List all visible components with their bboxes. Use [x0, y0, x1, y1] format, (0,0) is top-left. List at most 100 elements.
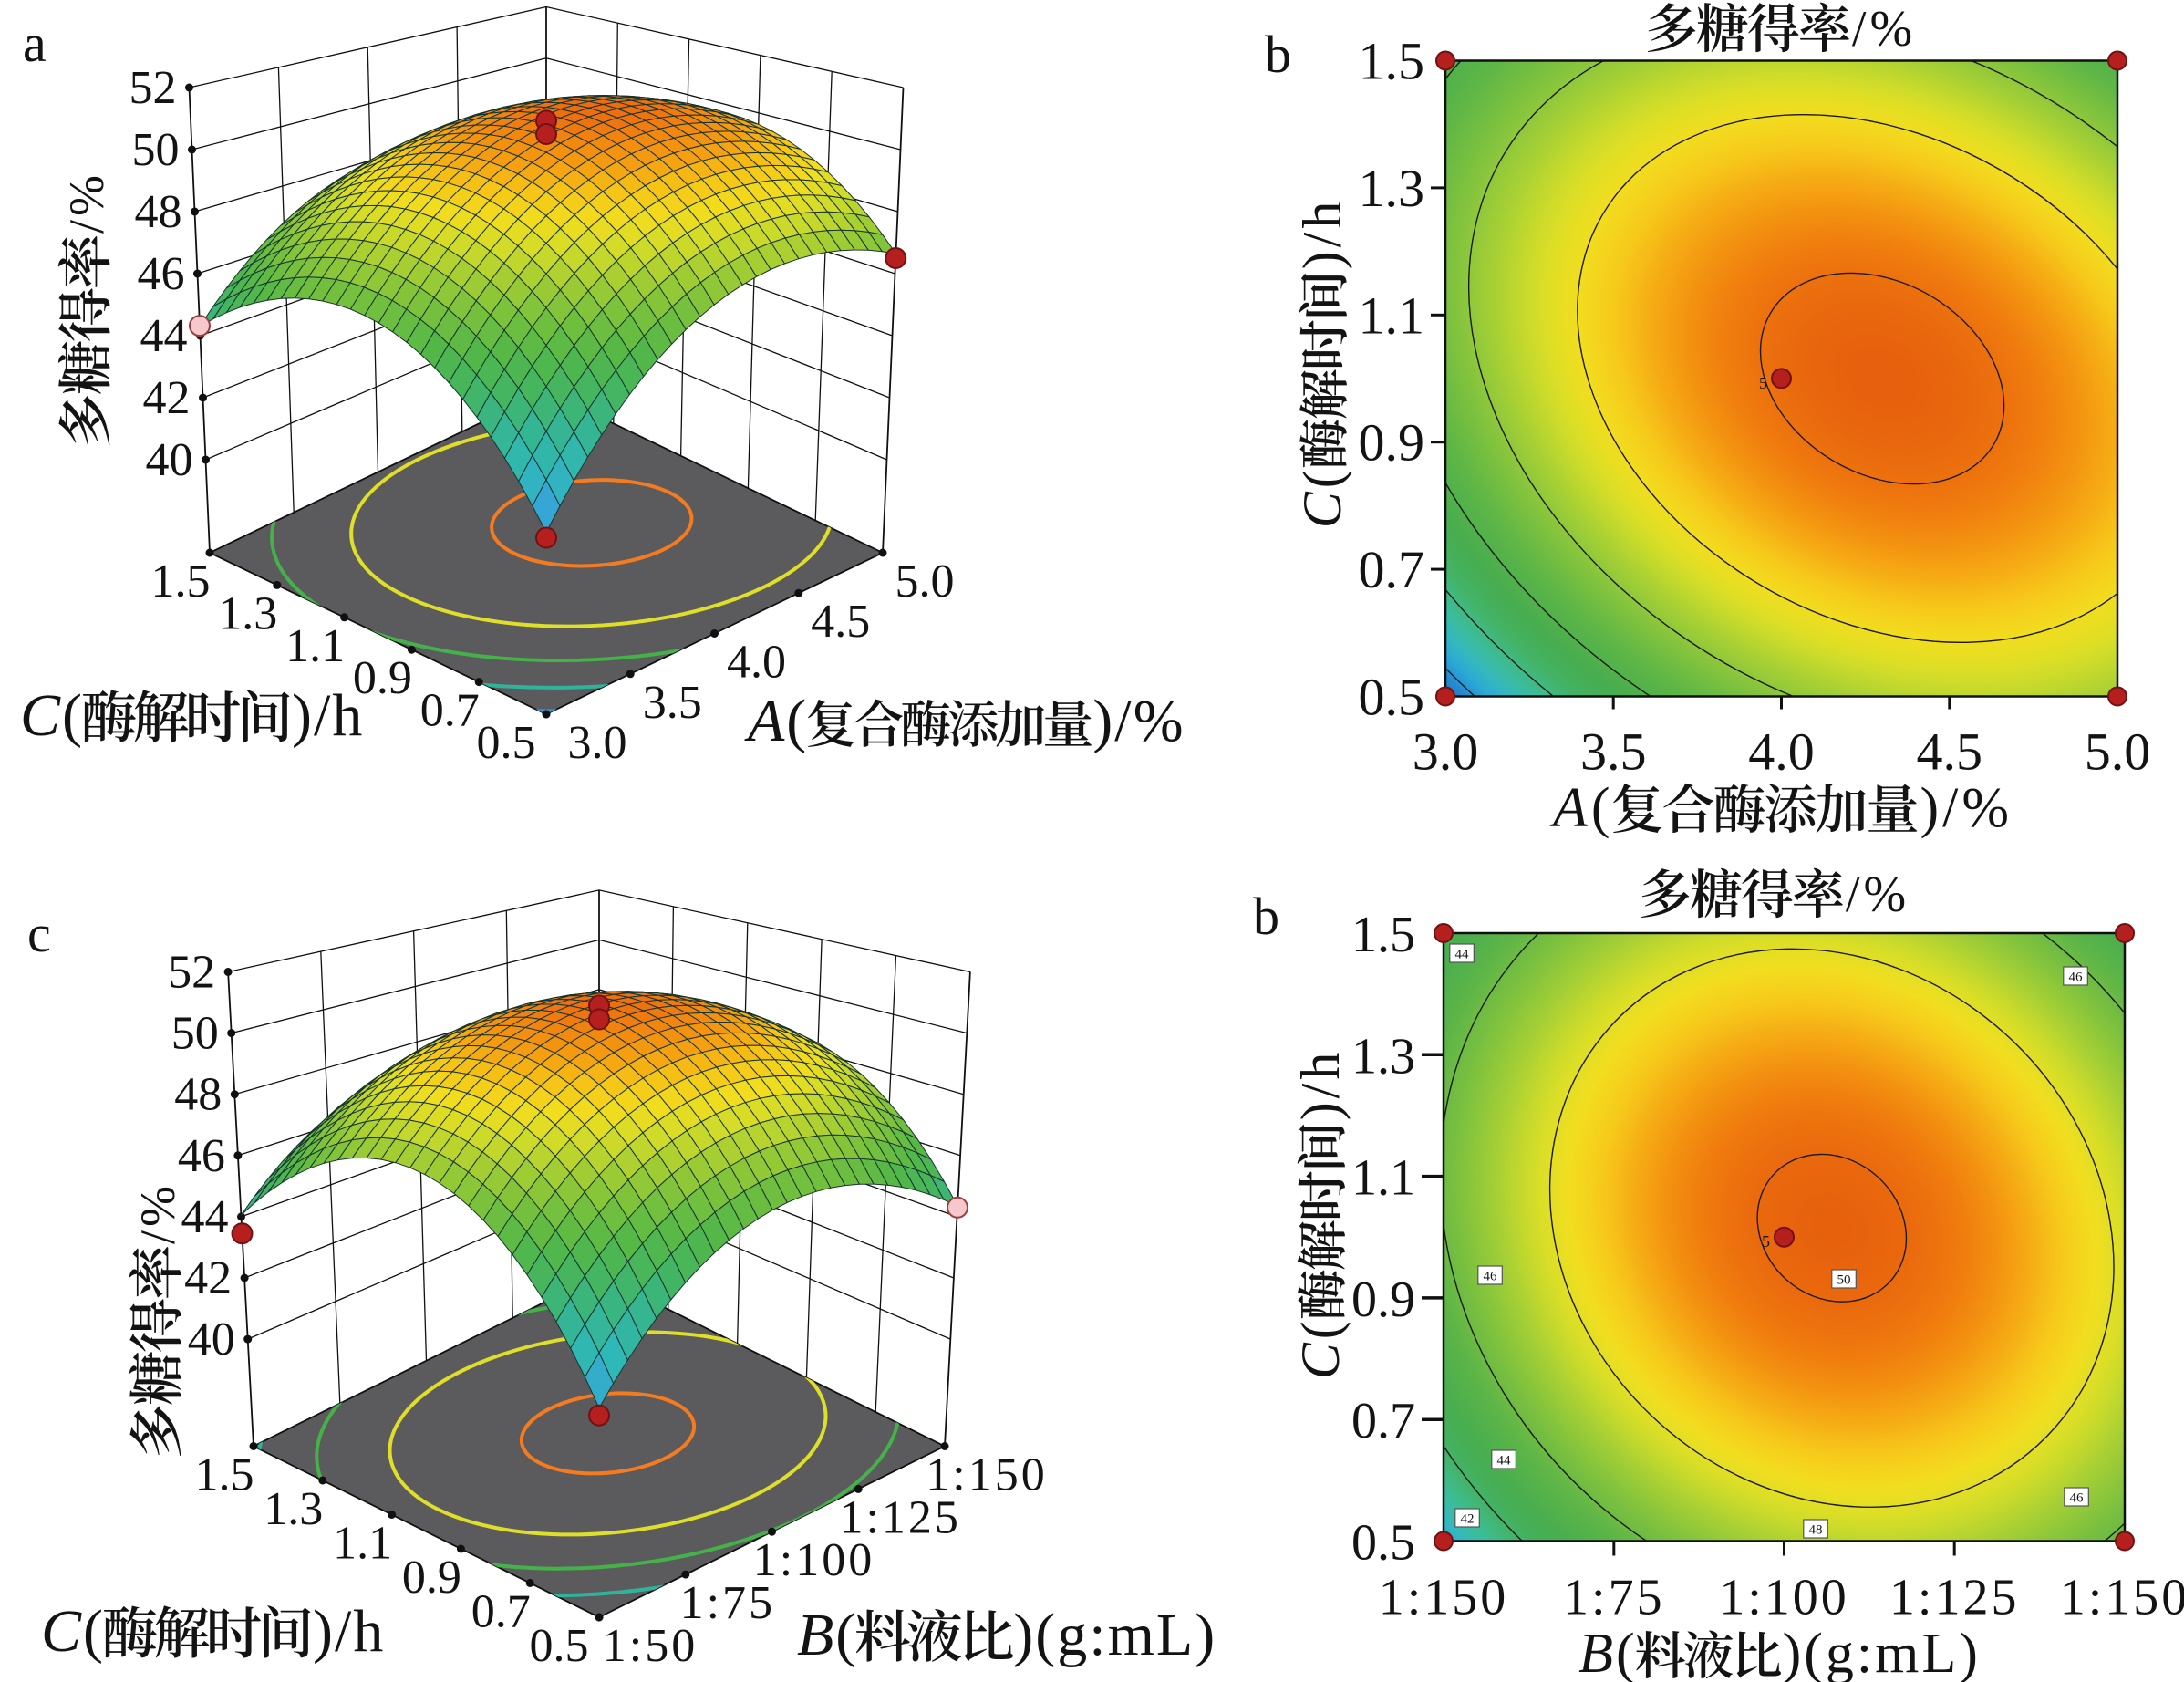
svg-text:0.5: 0.5: [477, 717, 536, 769]
svg-text:)/h: )/h: [292, 682, 364, 749]
svg-text:(: (: [1292, 466, 1352, 488]
svg-text:3.5: 3.5: [1580, 722, 1647, 782]
svg-text:0.9: 0.9: [1359, 413, 1425, 472]
svg-text:/%: /%: [1852, 1, 1916, 57]
svg-text:C: C: [1290, 1339, 1351, 1379]
svg-text:1.3: 1.3: [1359, 159, 1425, 218]
svg-text:46: 46: [2070, 1491, 2085, 1506]
svg-text:C: C: [1292, 488, 1352, 528]
svg-text:42: 42: [1461, 1512, 1475, 1527]
svg-text:0.7: 0.7: [420, 685, 480, 737]
svg-text:50: 50: [132, 124, 180, 176]
svg-text:1:150: 1:150: [926, 1449, 1047, 1501]
svg-text:52: 52: [168, 947, 215, 999]
svg-text:3.0: 3.0: [568, 717, 627, 769]
svg-text:4.0: 4.0: [727, 637, 786, 689]
svg-text:/%: /%: [1846, 867, 1910, 923]
svg-text:40: 40: [188, 1313, 235, 1365]
svg-text:)/%: )/%: [1092, 688, 1185, 754]
svg-text:1.3: 1.3: [264, 1483, 323, 1535]
svg-text:40: 40: [146, 434, 193, 486]
svg-text:(: (: [835, 1602, 857, 1668]
svg-text:1:100: 1:100: [753, 1534, 875, 1586]
svg-text:52: 52: [129, 62, 177, 114]
svg-text:1:150: 1:150: [1379, 1570, 1509, 1626]
svg-text:0.7: 0.7: [471, 1586, 531, 1638]
svg-text:44: 44: [1455, 948, 1470, 962]
svg-text:)(g:mL): )(g:mL): [1013, 1602, 1216, 1668]
svg-text:)/h: )/h: [1292, 198, 1352, 270]
svg-text:42: 42: [184, 1252, 232, 1304]
svg-text:B: B: [797, 1602, 835, 1668]
svg-text:1:125: 1:125: [839, 1491, 960, 1543]
svg-text:C: C: [41, 1598, 83, 1665]
svg-text:0.7: 0.7: [1351, 1393, 1415, 1449]
svg-text:42: 42: [143, 372, 191, 424]
svg-text:0.9: 0.9: [353, 652, 412, 704]
svg-text:0.5: 0.5: [530, 1620, 589, 1672]
svg-text:3.5: 3.5: [643, 677, 702, 729]
svg-text:a: a: [23, 14, 47, 73]
svg-text:/%: /%: [59, 171, 114, 234]
svg-text:0.9: 0.9: [402, 1552, 461, 1604]
svg-text:C: C: [20, 682, 62, 749]
svg-text:4.5: 4.5: [1917, 722, 1983, 782]
svg-text:1:50: 1:50: [603, 1620, 698, 1672]
svg-text:(: (: [786, 688, 808, 754]
svg-text:1.5: 1.5: [1351, 907, 1415, 963]
svg-text:1.5: 1.5: [151, 555, 211, 607]
svg-text:1:75: 1:75: [1563, 1570, 1665, 1626]
svg-text:50: 50: [1837, 1273, 1851, 1288]
svg-text:)/h: )/h: [1290, 1049, 1351, 1121]
svg-text:A: A: [1549, 777, 1591, 839]
svg-text:1:75: 1:75: [680, 1577, 775, 1629]
svg-text:1.1: 1.1: [285, 620, 345, 672]
svg-text:A: A: [744, 688, 786, 754]
svg-text:1.5: 1.5: [195, 1449, 254, 1501]
svg-text:(: (: [1616, 1623, 1638, 1682]
svg-text:/%: /%: [130, 1182, 185, 1244]
svg-text:5: 5: [1762, 1232, 1770, 1251]
svg-text:b: b: [1253, 887, 1279, 946]
svg-text:44: 44: [1497, 1454, 1512, 1469]
svg-text:0.5: 0.5: [1359, 668, 1425, 727]
svg-text:1.3: 1.3: [1351, 1028, 1415, 1085]
svg-text:B: B: [1578, 1623, 1616, 1682]
svg-text:(: (: [62, 682, 84, 749]
svg-text:)/h: )/h: [313, 1598, 385, 1665]
svg-text:5: 5: [1759, 374, 1767, 392]
svg-text:c: c: [27, 904, 51, 963]
svg-text:1.1: 1.1: [1351, 1150, 1415, 1207]
svg-text:48: 48: [174, 1069, 222, 1121]
svg-text:0.9: 0.9: [1351, 1272, 1415, 1328]
svg-text:46: 46: [2069, 971, 2084, 985]
svg-text:1.5: 1.5: [1359, 32, 1425, 91]
svg-text:(: (: [83, 1598, 105, 1665]
svg-text:44: 44: [140, 310, 188, 362]
svg-text:0.5: 0.5: [1351, 1515, 1415, 1572]
svg-text:5.0: 5.0: [895, 555, 955, 607]
svg-text:4.5: 4.5: [811, 596, 870, 648]
svg-text:1:125: 1:125: [1889, 1570, 2020, 1626]
svg-text:46: 46: [1484, 1270, 1498, 1284]
svg-text:1.1: 1.1: [333, 1518, 392, 1570]
svg-text:(: (: [1290, 1317, 1351, 1339]
svg-text:1.3: 1.3: [218, 587, 277, 639]
svg-text:0.7: 0.7: [1359, 540, 1425, 599]
svg-text:1:100: 1:100: [1719, 1570, 1849, 1626]
svg-text:1:150: 1:150: [2060, 1570, 2184, 1626]
svg-text:)/%: )/%: [1920, 777, 2013, 839]
svg-text:48: 48: [135, 186, 182, 238]
svg-text:50: 50: [171, 1008, 219, 1060]
svg-text:(: (: [1591, 777, 1614, 839]
svg-text:3.0: 3.0: [1413, 722, 1479, 782]
svg-text:46: 46: [178, 1130, 225, 1182]
svg-text:1.1: 1.1: [1359, 286, 1425, 345]
svg-text:48: 48: [1809, 1523, 1823, 1538]
svg-text:)(g:mL): )(g:mL): [1783, 1623, 1981, 1682]
svg-text:4.0: 4.0: [1748, 722, 1815, 782]
svg-text:44: 44: [181, 1191, 229, 1243]
svg-text:b: b: [1265, 25, 1291, 84]
svg-text:5.0: 5.0: [2085, 722, 2151, 782]
svg-text:46: 46: [138, 248, 185, 300]
